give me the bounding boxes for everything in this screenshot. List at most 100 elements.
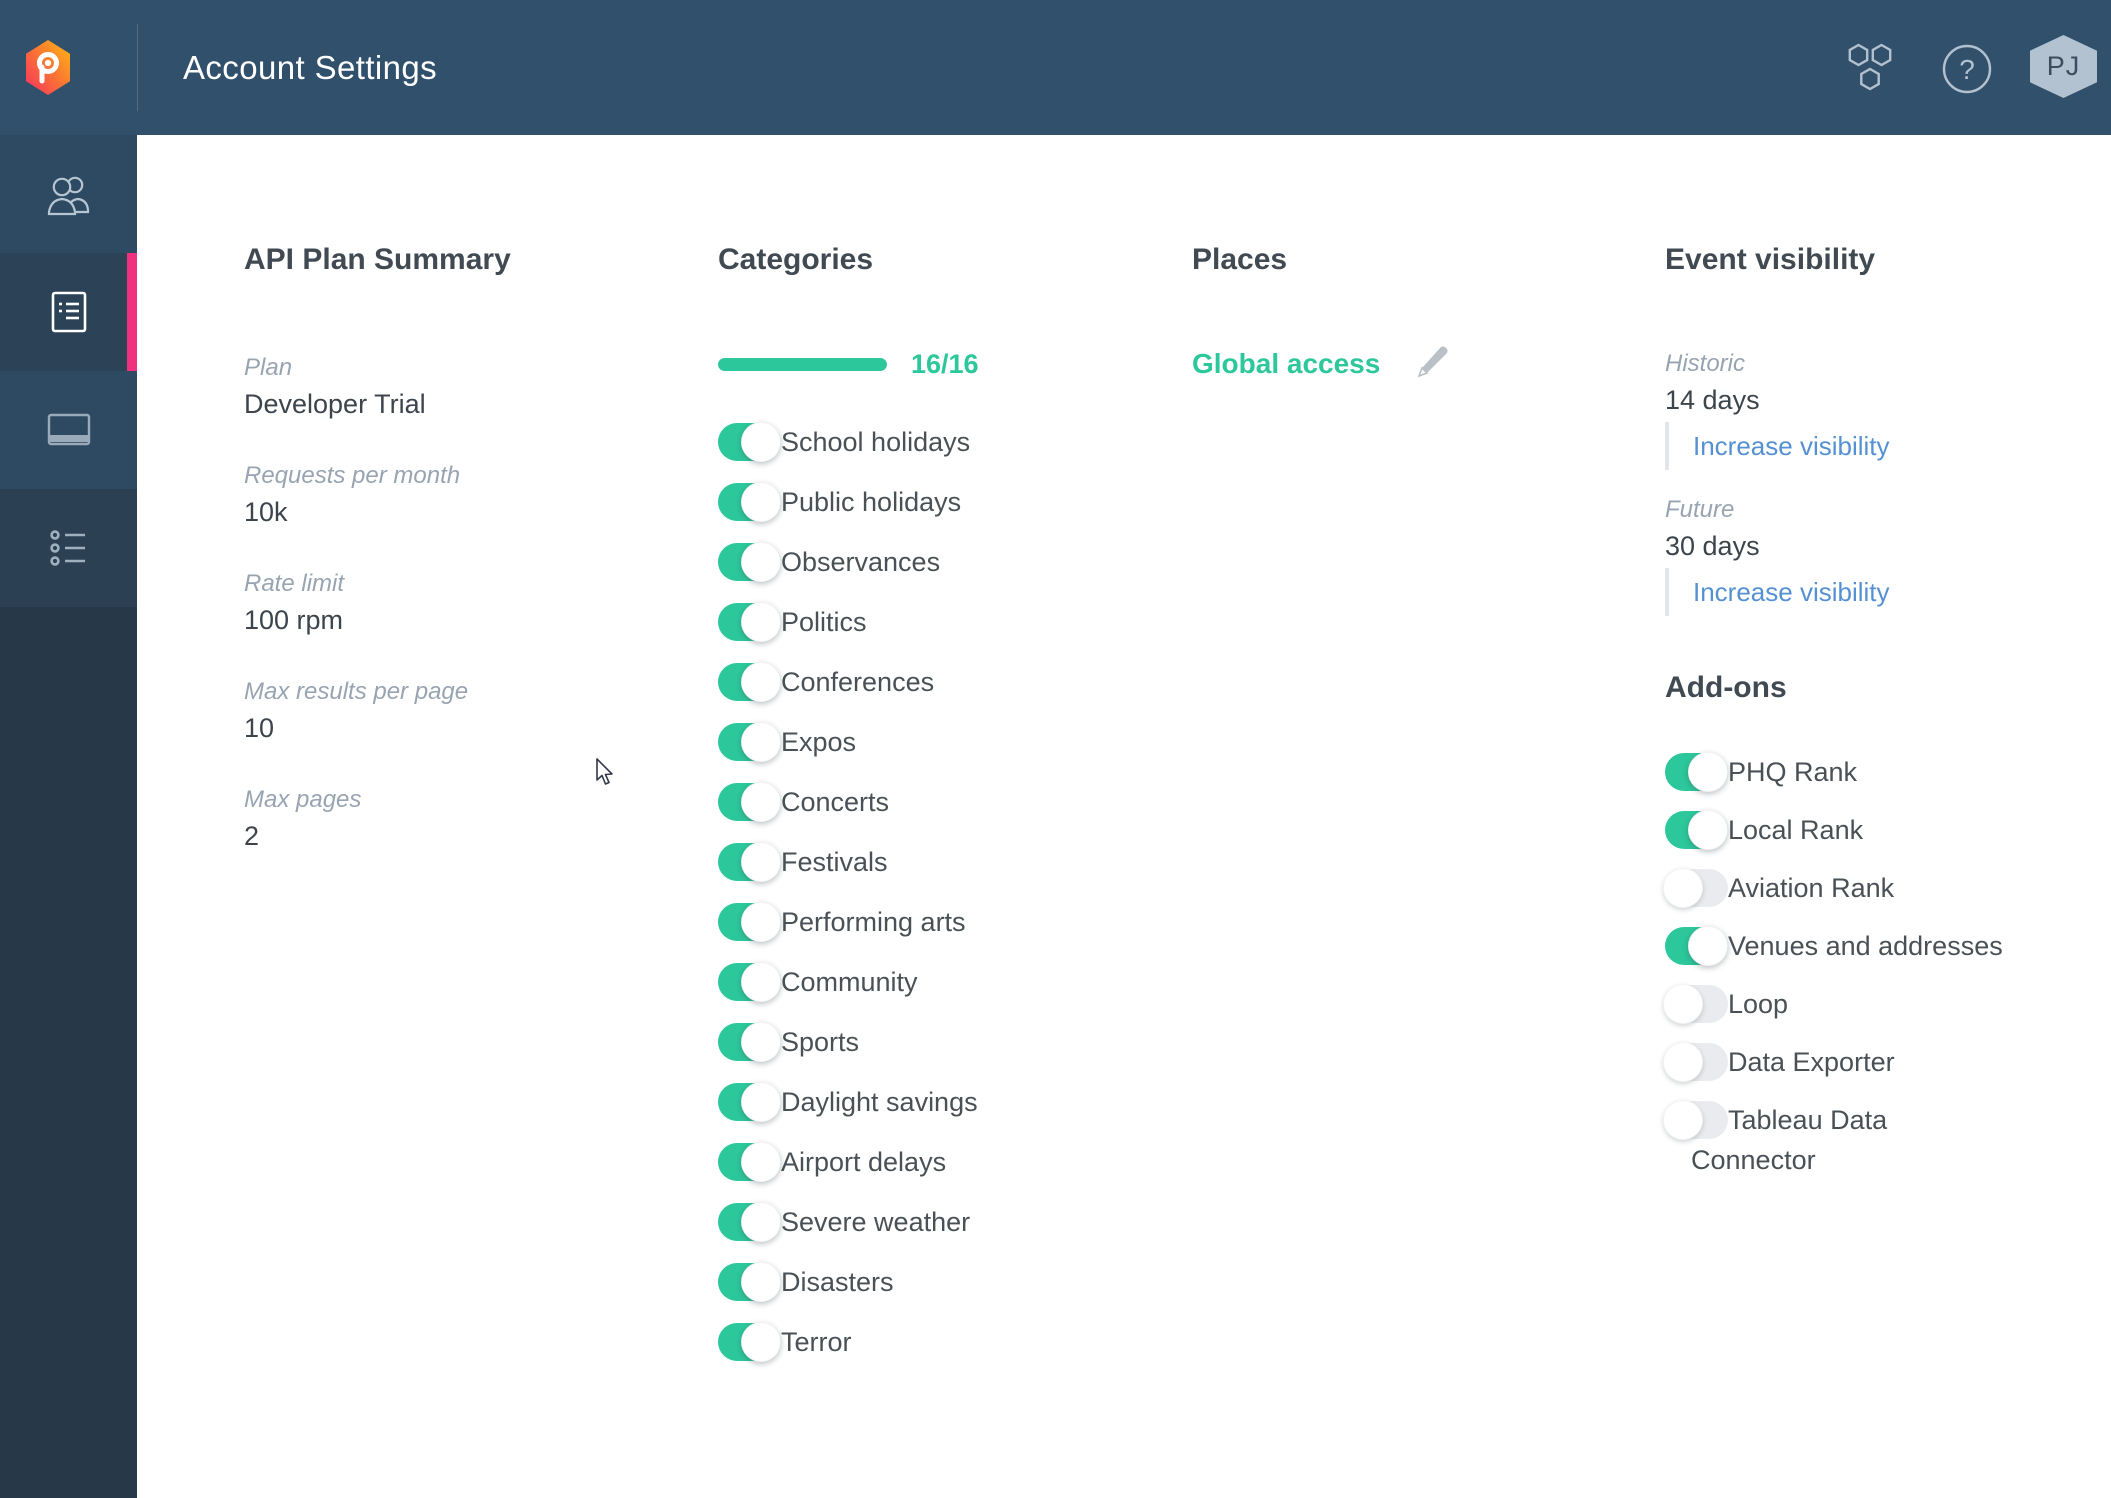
- predicthq-logo[interactable]: [26, 40, 70, 95]
- sidebar-item-team[interactable]: [0, 135, 137, 253]
- sidebar-item-activity-log[interactable]: [0, 489, 137, 607]
- increase-visibility-link[interactable]: Increase visibility: [1693, 577, 1890, 607]
- toggle-switch[interactable]: [1663, 1042, 1728, 1082]
- toggle-label: Observances: [781, 547, 941, 577]
- toggle-label: Local Rank: [1728, 815, 1864, 845]
- toggle-knob: [741, 842, 781, 882]
- toggle-switch[interactable]: [1665, 926, 1728, 966]
- toggle-knob: [741, 662, 781, 702]
- categories-progress-label: 16/16: [911, 348, 979, 379]
- toggle-switch[interactable]: [718, 1202, 781, 1242]
- toggle-switch[interactable]: [718, 1142, 781, 1182]
- toggle-row: Severe weather: [718, 1202, 1168, 1242]
- toggle-switch[interactable]: [718, 1082, 781, 1122]
- categories-heading: Categories: [718, 243, 874, 276]
- toggle-switch[interactable]: [718, 782, 781, 822]
- edit-places-button[interactable]: [1412, 342, 1452, 387]
- toggle-switch[interactable]: [718, 602, 781, 642]
- plan-field-label: Plan: [244, 354, 293, 381]
- toggle-row: Performing arts: [718, 902, 1168, 942]
- toggle-row: Aviation Rank: [1663, 868, 2011, 908]
- toggle-switch[interactable]: [1663, 984, 1728, 1024]
- toggle-row: Concerts: [718, 782, 1168, 822]
- toggle-knob: [741, 1322, 781, 1362]
- visibility-link-row: Increase visibility: [1665, 422, 2011, 470]
- toggle-switch[interactable]: [718, 1322, 781, 1362]
- toggle-label: Severe weather: [781, 1207, 971, 1237]
- event-visibility-heading: Event visibility: [1665, 243, 1876, 276]
- toggle-switch[interactable]: [718, 542, 781, 582]
- toggle-knob: [741, 1082, 781, 1122]
- toggle-switch[interactable]: [1663, 1100, 1728, 1140]
- team-icon: [47, 176, 89, 216]
- plan-field: Max results per page 10: [244, 676, 684, 748]
- toggle-knob: [741, 1022, 781, 1062]
- toggle-switch[interactable]: [718, 902, 781, 942]
- toggle-switch[interactable]: [718, 962, 781, 1002]
- toggle-knob: [741, 1142, 781, 1182]
- toggle-row: Data Exporter: [1663, 1042, 2011, 1082]
- plan-field-value: 10: [244, 713, 275, 743]
- logo-hexagon-icon: [26, 40, 70, 95]
- toggle-row: Expos: [718, 722, 1168, 762]
- toggle-row: School holidays: [718, 422, 1168, 462]
- plan-field: Requests per month 10k: [244, 460, 684, 532]
- toggle-label: PHQ Rank: [1728, 757, 1858, 787]
- toggle-knob: [741, 1262, 781, 1302]
- sidebar-item-api-plan[interactable]: [0, 253, 137, 371]
- plan-field-value: 2: [244, 821, 260, 851]
- plan-field-value: Developer Trial: [244, 389, 426, 419]
- toggle-knob: [741, 482, 781, 522]
- categories-progress-bar: [718, 357, 887, 371]
- visibility-value: 30 days: [1665, 531, 1760, 561]
- plan-field-label: Max results per page: [244, 678, 469, 705]
- visibility-value: 14 days: [1665, 385, 1760, 415]
- toggle-knob: [741, 782, 781, 822]
- toggle-row: Tableau Data Connector: [1663, 1100, 2011, 1180]
- toggle-switch[interactable]: [718, 482, 781, 522]
- toggle-knob: [1688, 810, 1728, 850]
- toggle-switch[interactable]: [718, 422, 781, 462]
- toggle-knob: [741, 1202, 781, 1242]
- help-button[interactable]: ?: [1938, 40, 1996, 98]
- toggle-label: Tableau Data Connector: [1691, 1105, 1888, 1175]
- places-heading: Places: [1192, 243, 1288, 276]
- toggle-row: Sports: [718, 1022, 1168, 1062]
- api-plan-summary-section: API Plan Summary Plan Developer Trial Re…: [244, 240, 684, 892]
- plan-field-value: 100 rpm: [244, 605, 344, 635]
- toggle-switch[interactable]: [1665, 752, 1728, 792]
- toggle-switch[interactable]: [718, 842, 781, 882]
- toggle-knob: [741, 542, 781, 582]
- apps-menu-button[interactable]: [1845, 42, 1895, 94]
- addons-list: PHQ Rank Local Rank Aviation Rank Venues…: [1663, 752, 2011, 1180]
- toggle-knob: [1663, 984, 1703, 1024]
- places-section: Places Global access: [1192, 240, 1622, 384]
- toggle-switch[interactable]: [718, 1262, 781, 1302]
- toggle-switch[interactable]: [718, 1022, 781, 1062]
- increase-visibility-link[interactable]: Increase visibility: [1693, 431, 1890, 461]
- user-avatar[interactable]: PJ: [2030, 35, 2097, 98]
- sidebar-item-billing[interactable]: [0, 371, 137, 489]
- visibility-label: Historic: [1665, 350, 1746, 377]
- visibility-group: Historic 14 days Increase visibility: [1665, 348, 2011, 470]
- toggle-switch[interactable]: [718, 662, 781, 702]
- billing-card-icon: [47, 413, 90, 446]
- plan-field-label: Rate limit: [244, 570, 345, 597]
- header-divider: [137, 24, 138, 111]
- app-header: Account Settings ? PJ: [0, 0, 2111, 135]
- toggle-label: Community: [781, 967, 918, 997]
- visibility-group: Future 30 days Increase visibility: [1665, 494, 2011, 616]
- categories-section: Categories 16/16 School holidays Public …: [718, 240, 1168, 1382]
- avatar-initials: PJ: [2046, 51, 2081, 81]
- toggle-switch[interactable]: [718, 722, 781, 762]
- toggle-label: Loop: [1728, 989, 1789, 1019]
- toggle-label: Performing arts: [781, 907, 966, 937]
- categories-progress: 16/16: [718, 344, 1168, 384]
- toggle-switch[interactable]: [1663, 868, 1728, 908]
- toggle-switch[interactable]: [1665, 810, 1728, 850]
- toggle-label: Festivals: [781, 847, 888, 877]
- toggle-knob: [741, 962, 781, 1002]
- plan-field-label: Max pages: [244, 786, 362, 813]
- event-visibility-section: Event visibility Historic 14 days Increa…: [1663, 240, 2011, 1198]
- api-plan-icon: [51, 291, 86, 333]
